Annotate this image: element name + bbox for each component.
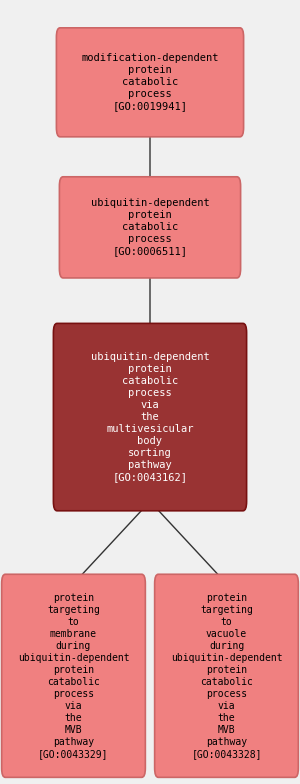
Text: protein
targeting
to
vacuole
during
ubiquitin-dependent
protein
catabolic
proces: protein targeting to vacuole during ubiq… <box>171 593 282 759</box>
FancyBboxPatch shape <box>53 323 247 511</box>
FancyBboxPatch shape <box>56 28 244 137</box>
FancyBboxPatch shape <box>59 177 241 278</box>
Text: ubiquitin-dependent
protein
catabolic
process
[GO:0006511]: ubiquitin-dependent protein catabolic pr… <box>91 198 209 256</box>
FancyBboxPatch shape <box>2 574 146 777</box>
FancyBboxPatch shape <box>155 574 298 777</box>
Text: ubiquitin-dependent
protein
catabolic
process
via
the
multivesicular
body
sortin: ubiquitin-dependent protein catabolic pr… <box>91 352 209 482</box>
Text: protein
targeting
to
membrane
during
ubiquitin-dependent
protein
catabolic
proce: protein targeting to membrane during ubi… <box>18 593 129 759</box>
Text: modification-dependent
protein
catabolic
process
[GO:0019941]: modification-dependent protein catabolic… <box>81 53 219 111</box>
